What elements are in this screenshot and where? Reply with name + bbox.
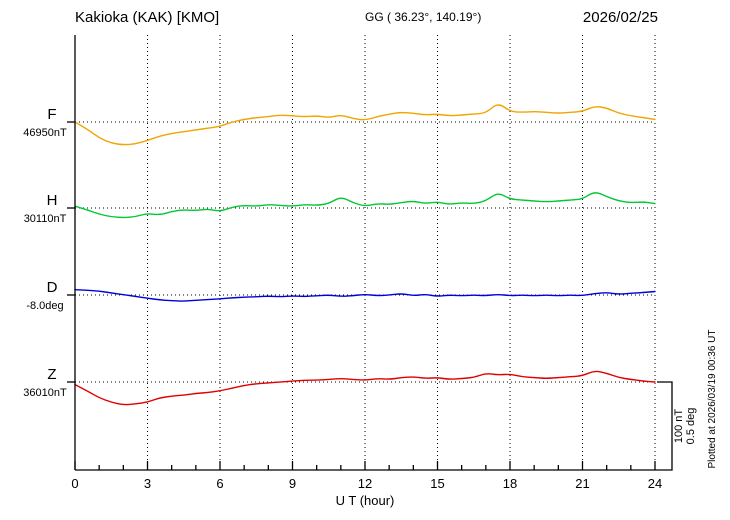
trace-H [74,192,656,219]
x-tick-label-15: 15 [430,476,444,491]
geographic-coordinates: GG ( 36.23°, 140.19°) [365,10,481,24]
scale-bracket [655,381,673,471]
channel-baseline-value-D: -8.0deg [26,300,63,312]
x-tick-label-12: 12 [358,476,372,491]
trace-D [74,289,656,302]
plot-date: 2026/02/25 [583,9,658,26]
x-tick-label-24: 24 [648,476,662,491]
plotted-at-note: Plotted at 2026/03/19 00:36 UT [707,330,718,469]
channel-label-Z: Z [47,366,56,383]
station-title: Kakioka (KAK) [KMO] [75,9,219,26]
channel-label-D: D [47,279,58,296]
trace-Z [74,370,656,406]
x-tick-label-21: 21 [575,476,589,491]
gridlines [147,35,656,470]
x-axis-title: U T (hour) [336,493,395,508]
x-tick-label-0: 0 [71,476,78,491]
scale-label-deg: 0.5 deg [685,408,697,445]
trace-F [74,104,656,146]
x-tick-label-3: 3 [144,476,151,491]
x-tick-label-18: 18 [503,476,517,491]
channel-baseline-value-F: 46950nT [23,127,67,139]
channel-label-H: H [47,192,58,209]
channel-label-F: F [47,106,56,123]
x-axis-ticks: 0 3 6 9 12 15 18 21 24 [71,461,662,491]
axes [74,35,673,471]
x-tick-label-9: 9 [289,476,296,491]
baselines: F 46950nT H 30110nT D -8.0deg Z 36010nT [23,106,655,399]
x-tick-label-6: 6 [216,476,223,491]
traces [74,104,656,406]
channel-baseline-value-Z: 36010nT [23,387,67,399]
channel-baseline-value-H: 30110nT [24,213,67,225]
scale-label-nt: 100 nT [673,409,685,444]
